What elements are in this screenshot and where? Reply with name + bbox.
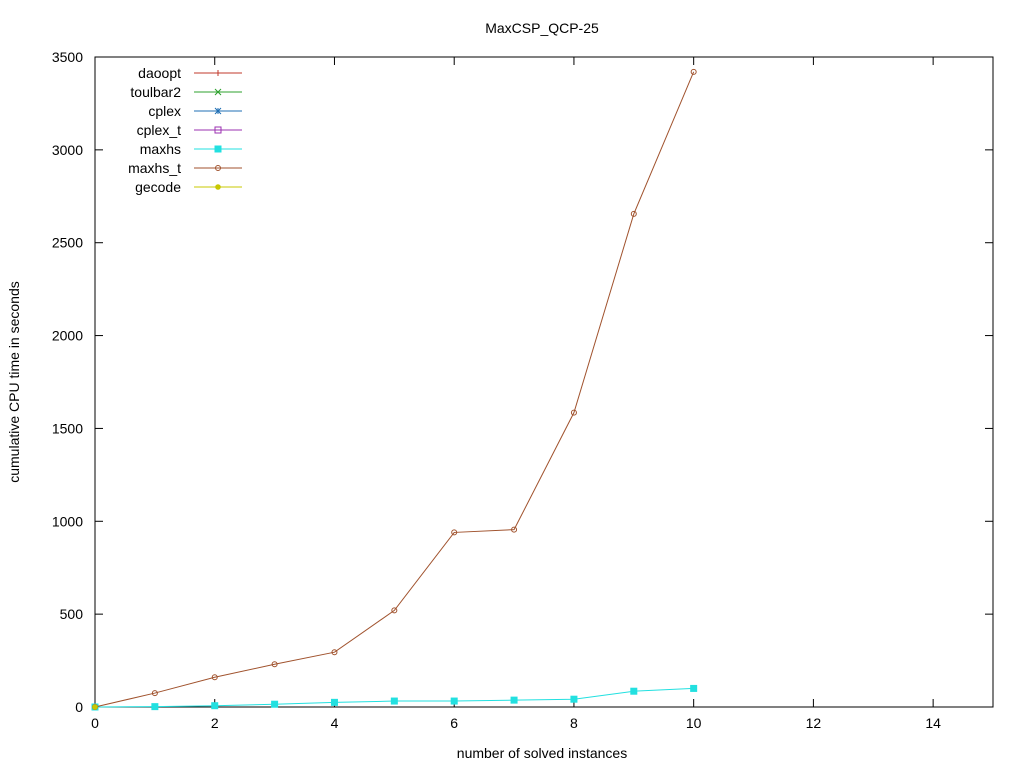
x-axis-title: number of solved instances [457, 745, 627, 761]
data-point-maxhs_t [511, 526, 518, 533]
legend-marker-cplex_t [214, 126, 222, 134]
y-axis-title: cumulative CPU time in seconds [6, 281, 22, 483]
legend-entry-cplex: cplex [148, 103, 242, 119]
legend-entry-daoopt: daoopt [138, 65, 242, 81]
legend-label-toulbar2: toulbar2 [130, 84, 181, 100]
x-tick-label: 6 [450, 715, 458, 731]
data-point-gecode [92, 704, 98, 710]
y-tick-label: 3500 [52, 49, 83, 65]
y-tick-label: 1000 [52, 513, 83, 529]
series-layer [91, 68, 698, 711]
chart-title: MaxCSP_QCP-25 [485, 20, 599, 36]
legend-marker-maxhs [214, 145, 222, 153]
data-point-maxhs [690, 684, 698, 692]
data-point-maxhs [510, 696, 518, 704]
legend-marker-toulbar2 [214, 88, 222, 96]
series-gecode [92, 704, 98, 710]
legend-label-maxhs_t: maxhs_t [128, 160, 181, 176]
legend-marker-cplex [214, 107, 222, 115]
axis-ticks: 0 2 4 6 8 10 12 14 0 500 1000 1500 2000 2500 3000 3500 [52, 49, 993, 731]
x-tick-label: 2 [211, 715, 219, 731]
series-line-maxhs_t [94, 71, 695, 708]
legend-label-gecode: gecode [135, 179, 181, 195]
data-point-maxhs_t [451, 529, 458, 536]
legend-entry-cplex_t: cplex_t [137, 122, 242, 138]
data-point-maxhs_t [331, 649, 338, 656]
legend-label-cplex_t: cplex_t [137, 122, 181, 138]
legend-label-daoopt: daoopt [138, 65, 181, 81]
y-tick-label: 500 [60, 606, 84, 622]
x-tick-label: 8 [570, 715, 578, 731]
data-point-maxhs_t [391, 607, 398, 614]
y-tick-label: 1500 [52, 420, 83, 436]
legend-entry-maxhs: maxhs [140, 141, 242, 157]
y-tick-label: 3000 [52, 142, 83, 158]
data-point-maxhs_t [151, 690, 158, 697]
data-point-maxhs_t [570, 409, 577, 416]
y-tick-label: 2500 [52, 235, 83, 251]
data-point-maxhs_t [630, 210, 637, 217]
plot-frame [94, 56, 994, 708]
y-tick-label: 0 [75, 699, 83, 715]
legend-marker-gecode [215, 184, 221, 190]
data-point-maxhs [271, 700, 279, 708]
legend-label-cplex: cplex [148, 103, 181, 119]
x-tick-label: 0 [91, 715, 99, 731]
legend-entry-toulbar2: toulbar2 [130, 84, 242, 100]
data-point-maxhs_t [690, 68, 697, 75]
data-point-maxhs [330, 698, 338, 706]
x-tick-label: 4 [331, 715, 339, 731]
legend-label-maxhs: maxhs [140, 141, 181, 157]
data-point-maxhs [151, 703, 159, 711]
legend-marker-daoopt [215, 70, 221, 76]
x-tick-label: 12 [806, 715, 822, 731]
data-point-maxhs [390, 697, 398, 705]
y-tick-label: 2000 [52, 328, 83, 344]
x-tick-label: 14 [925, 715, 941, 731]
data-point-maxhs [570, 695, 578, 703]
data-point-maxhs_t [211, 674, 218, 681]
legend-marker-maxhs_t [215, 165, 221, 171]
data-point-maxhs [630, 687, 638, 695]
data-point-maxhs_t [271, 661, 278, 668]
data-point-maxhs [211, 702, 219, 710]
legend-entry-gecode: gecode [135, 179, 242, 195]
data-point-maxhs [450, 697, 458, 705]
legend-entry-maxhs_t: maxhs_t [128, 160, 242, 176]
x-tick-label: 10 [686, 715, 702, 731]
